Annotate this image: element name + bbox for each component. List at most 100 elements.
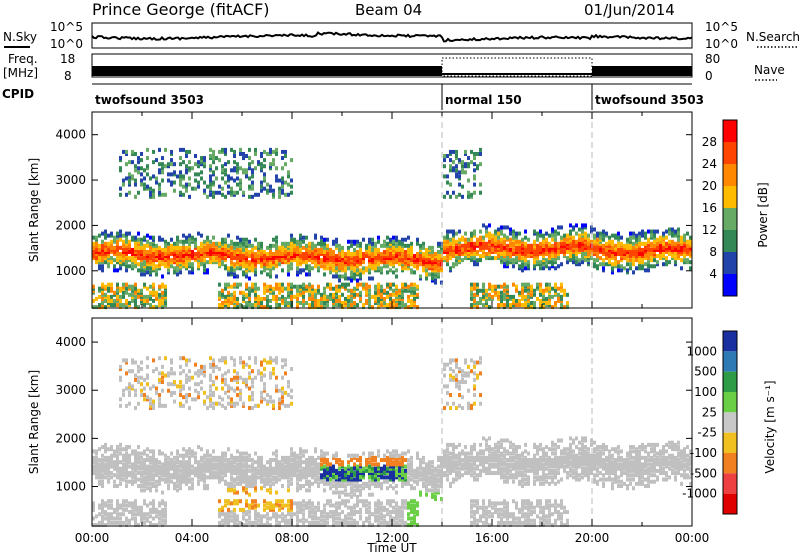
velocity-cell: [245, 519, 248, 523]
power-cell: [341, 254, 344, 258]
power-cell: [458, 174, 461, 178]
power-cell: [380, 289, 383, 293]
velocity-cell: [218, 402, 221, 406]
velocity-cell: [191, 449, 194, 453]
velocity-cell: [188, 486, 191, 490]
velocity-cell: [146, 454, 149, 458]
power-cell: [632, 270, 635, 274]
power-cell: [548, 254, 551, 258]
velocity-cell: [290, 512, 293, 516]
power-cell: [500, 295, 503, 299]
power-cell: [260, 181, 263, 185]
velocity-cell: [251, 521, 254, 525]
velocity-cell: [161, 389, 164, 393]
power-cell: [227, 244, 230, 248]
power-cell: [452, 166, 455, 170]
power-cell: [224, 172, 227, 176]
power-cell: [578, 234, 581, 238]
power-cell: [464, 238, 467, 242]
power-cell: [281, 176, 284, 180]
power-cell: [140, 179, 143, 183]
power-cell: [545, 252, 548, 256]
velocity-cell: [218, 456, 221, 460]
velocity-cell: [194, 456, 197, 460]
power-cell: [242, 242, 245, 246]
power-cell: [119, 266, 122, 270]
power-cell: [353, 272, 356, 276]
power-cell: [533, 301, 536, 305]
power-cell: [242, 168, 245, 172]
velocity-cell: [284, 456, 287, 460]
velocity-cell: [101, 458, 104, 462]
power-cell: [248, 244, 251, 248]
power-cell: [671, 228, 674, 232]
power-cell: [272, 162, 275, 166]
power-cell: [602, 258, 605, 262]
velocity-cell: [287, 504, 290, 508]
power-cell: [242, 152, 245, 156]
velocity-cell: [185, 460, 188, 464]
power-cell: [320, 301, 323, 305]
velocity-cell: [290, 482, 293, 486]
velocity-cell: [116, 499, 119, 503]
power-cell: [176, 250, 179, 254]
power-cell: [629, 232, 632, 236]
velocity-cell: [221, 519, 224, 523]
power-cell: [596, 252, 599, 256]
velocity-cell: [152, 384, 155, 388]
power-cell: [530, 293, 533, 297]
velocity-cell: [122, 393, 125, 397]
power-cell: [521, 283, 524, 287]
velocity-cell: [179, 356, 182, 360]
velocity-cell: [248, 504, 251, 508]
power-cell: [155, 181, 158, 185]
power-cell: [203, 240, 206, 244]
power-cell: [401, 301, 404, 305]
power-cell: [239, 185, 242, 189]
power-cell: [263, 283, 266, 287]
power-cell: [188, 270, 191, 274]
power-cell: [449, 164, 452, 168]
power-cell: [329, 283, 332, 287]
power-cell: [353, 256, 356, 260]
power-cell: [596, 232, 599, 236]
velocity-cell: [194, 389, 197, 393]
velocity-cell: [143, 521, 146, 525]
power-cell: [518, 256, 521, 260]
velocity-cell: [119, 376, 122, 380]
power-cell: [281, 150, 284, 154]
power-cell: [479, 236, 482, 240]
velocity-cell: [134, 378, 137, 382]
power-cell: [599, 256, 602, 260]
velocity-cell: [158, 402, 161, 406]
power-cell: [326, 252, 329, 256]
power-cell: [263, 187, 266, 191]
velocity-cell: [287, 404, 290, 408]
velocity-cell: [236, 514, 239, 518]
velocity-cell: [155, 484, 158, 488]
velocity-cell: [113, 460, 116, 464]
power-cell: [464, 170, 467, 174]
velocity-cell: [146, 447, 149, 451]
velocity-cell: [194, 382, 197, 386]
velocity-cell: [254, 486, 257, 490]
velocity-cell: [155, 480, 158, 484]
power-cell: [500, 252, 503, 256]
power-cell: [215, 248, 218, 252]
power-cell: [161, 179, 164, 183]
power-cell: [275, 260, 278, 264]
power-cell: [650, 242, 653, 246]
power-cell: [194, 187, 197, 191]
power-cell: [482, 283, 485, 287]
power-cell: [296, 270, 299, 274]
velocity-cell: [284, 358, 287, 362]
power-cell: [260, 297, 263, 301]
velocity-cell: [236, 393, 239, 397]
power-cell: [281, 283, 284, 287]
power-cell: [683, 248, 686, 252]
velocity-cell: [155, 488, 158, 492]
velocity-cell: [122, 462, 125, 466]
power-cell: [266, 152, 269, 156]
power-ytick-label: 2000: [55, 218, 86, 232]
power-cell: [476, 283, 479, 287]
